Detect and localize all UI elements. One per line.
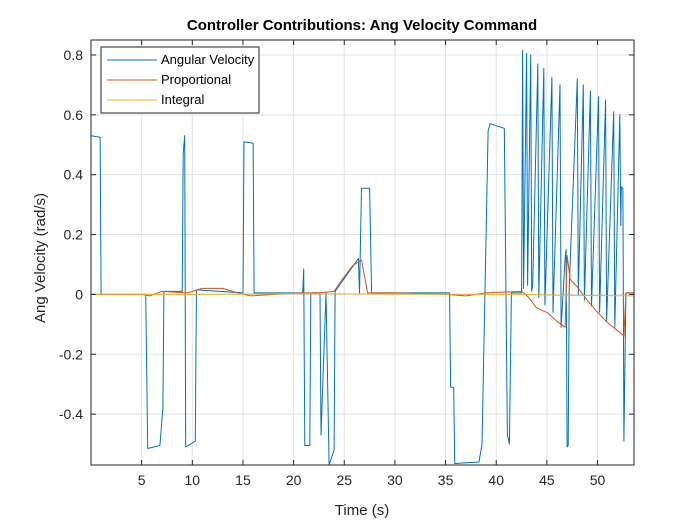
x-tick-label: 15 [235, 472, 251, 488]
x-tick-label: 5 [138, 472, 146, 488]
series-line-integral [91, 293, 634, 297]
x-tick-label: 35 [438, 472, 454, 488]
y-tick-label: 0.4 [64, 167, 84, 183]
x-tick-label: 10 [185, 472, 201, 488]
x-tick-label: 30 [387, 472, 403, 488]
x-tick-label: 25 [336, 472, 352, 488]
x-tick-label: 40 [488, 472, 504, 488]
legend: Angular Velocity Proportional Integral [100, 46, 260, 114]
y-tick-label: 0.6 [64, 107, 84, 123]
legend-label: Angular Velocity [161, 52, 255, 67]
y-tick-label: -0.2 [59, 346, 83, 362]
y-ticks: -0.4 -0.2 0 0.2 0.4 0.6 0.8 [59, 47, 634, 422]
y-tick-label: 0.8 [64, 47, 84, 63]
axes-box [90, 39, 635, 466]
series-layer [91, 50, 634, 465]
y-axis-label: Ang Velocity (rad/s) [32, 193, 49, 323]
y-tick-label: 0.2 [64, 227, 84, 243]
x-axis-label: Time (s) [335, 502, 389, 519]
y-tick-label: -0.4 [59, 406, 83, 422]
legend-label: Integral [161, 92, 204, 107]
series-line-proportional [91, 255, 634, 337]
legend-label: Proportional [161, 72, 231, 87]
series-line-angular-velocity [91, 50, 634, 465]
x-tick-label: 45 [539, 472, 555, 488]
x-tick-label: 50 [590, 472, 606, 488]
x-ticks: 5 10 15 20 25 30 35 40 45 50 [138, 40, 606, 488]
y-tick-label: 0 [75, 286, 83, 302]
x-tick-label: 20 [286, 472, 302, 488]
chart-title: Controller Contributions: Ang Velocity C… [187, 17, 537, 34]
